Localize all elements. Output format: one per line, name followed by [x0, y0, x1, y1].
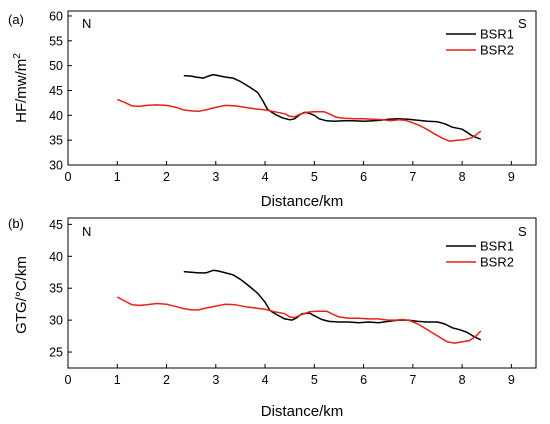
y-tick-label: 30: [49, 159, 63, 173]
x-tick-label: 3: [212, 170, 219, 184]
legend-b: BSR1 BSR2: [446, 239, 514, 270]
series-line-bsr1: [183, 269, 482, 341]
y-tick-label: 35: [49, 134, 63, 148]
x-tick-label: 3: [212, 373, 219, 387]
x-tick-label: 4: [262, 170, 269, 184]
x-tick-label: 8: [459, 170, 466, 184]
x-tick-label: 4: [262, 373, 269, 387]
x-tick-label: 7: [409, 170, 416, 184]
series-lines-a: [117, 73, 482, 142]
x-ticks-b: 0 1 2 3 4 5 6 7 8 9: [65, 364, 515, 387]
y-axis-title-b: GTG/°C/km: [13, 256, 30, 334]
x-tick-label: 2: [163, 170, 170, 184]
y-tick-label: 35: [49, 282, 63, 296]
x-tick-label: 5: [311, 170, 318, 184]
x-tick-label: 9: [508, 373, 515, 387]
y-tick-label: 25: [49, 346, 63, 360]
legend-label-bsr1-b: BSR1: [480, 239, 514, 254]
y-tick-label: 60: [49, 9, 63, 23]
y-axis-title-a: HF/mw/m2: [12, 53, 30, 123]
series-lines-b: [116, 269, 482, 344]
series-line-bsr2: [117, 98, 482, 142]
panel-label-a: (a): [8, 12, 24, 27]
x-tick-label: 5: [311, 373, 318, 387]
x-axis-title-b: Distance/km: [261, 403, 344, 420]
y-tick-label: 40: [49, 109, 63, 123]
x-tick-label: 8: [459, 373, 466, 387]
y-tick-label: 50: [49, 59, 63, 73]
x-ticks-a: 0 1 2 3 4 5 6 7 8 9: [65, 161, 515, 184]
plot-frame-a: [67, 10, 537, 166]
y-tick-label: 55: [49, 34, 63, 48]
north-marker-b: N: [82, 224, 91, 239]
y-tick-label: 30: [49, 314, 63, 328]
legend-a: BSR1 BSR2: [446, 27, 514, 58]
x-tick-label: 6: [360, 170, 367, 184]
north-marker-a: N: [82, 16, 91, 31]
x-tick-label: 6: [360, 373, 367, 387]
y-tick-label: 45: [49, 218, 63, 232]
y-axis-title-sup-a: 2: [12, 53, 23, 59]
legend-label-bsr1-a: BSR1: [480, 27, 514, 42]
panel-label-b: (b): [8, 216, 24, 231]
x-tick-label: 9: [508, 170, 515, 184]
x-tick-label: 2: [163, 373, 170, 387]
x-tick-label: 0: [65, 170, 72, 184]
series-line-bsr1: [183, 73, 482, 140]
south-marker-b: S: [518, 224, 527, 239]
x-tick-label: 1: [114, 373, 121, 387]
series-line-bsr2: [116, 296, 482, 344]
legend-label-bsr2-b: BSR2: [480, 255, 514, 270]
south-marker-a: S: [518, 16, 527, 31]
x-tick-label: 1: [114, 170, 121, 184]
x-tick-label: 0: [65, 373, 72, 387]
legend-label-bsr2-a: BSR2: [480, 43, 514, 58]
y-tick-label: 40: [49, 250, 63, 264]
y-ticks-b: 25 30 35 40 45: [49, 218, 72, 360]
plot-frame-b: [67, 217, 537, 369]
x-axis-title-a: Distance/km: [261, 193, 344, 210]
y-tick-label: 45: [49, 84, 63, 98]
x-tick-label: 7: [409, 373, 416, 387]
y-ticks-a: 30 35 40 45 50 55 60: [49, 9, 72, 173]
